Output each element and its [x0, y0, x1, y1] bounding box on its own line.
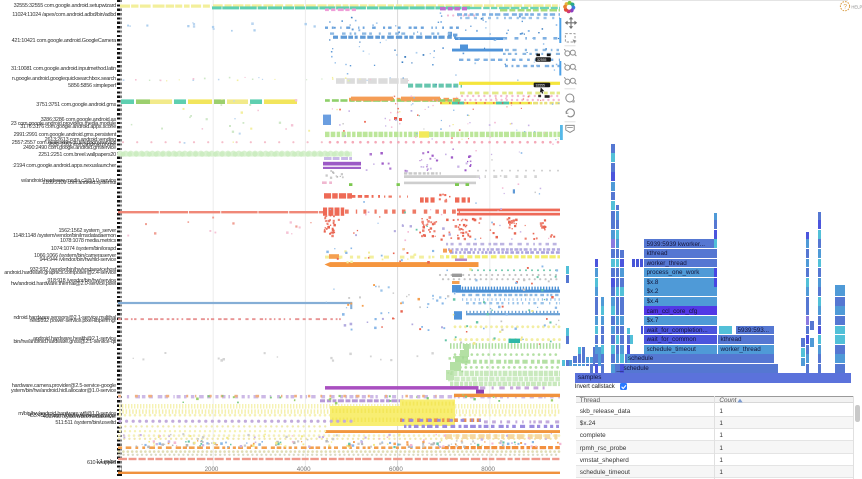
svg-text:?: ? — [843, 4, 847, 11]
svg-text:HELP: HELP — [851, 4, 862, 9]
svg-text:32555: 32555 — [536, 83, 546, 87]
svg-text:32555: 32555 — [537, 58, 547, 62]
